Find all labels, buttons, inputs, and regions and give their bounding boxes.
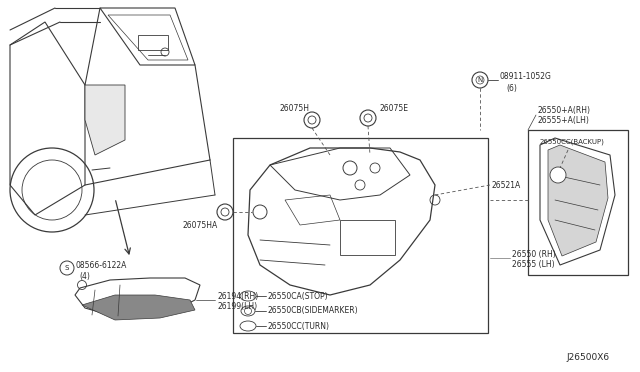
- Bar: [528, 130, 628, 275]
- Text: 26555+A(LH): 26555+A(LH): [538, 115, 590, 125]
- Text: 26550+A(RH): 26550+A(RH): [538, 106, 591, 115]
- Polygon shape: [85, 85, 125, 155]
- Text: 26075H: 26075H: [280, 103, 310, 112]
- Text: (6): (6): [506, 83, 517, 93]
- Bar: [340, 220, 395, 255]
- Text: 26555 (LH): 26555 (LH): [512, 260, 555, 269]
- Bar: [233, 138, 488, 333]
- Text: N: N: [477, 77, 483, 83]
- Text: 26199(LH): 26199(LH): [217, 301, 257, 311]
- Text: 08566-6122A: 08566-6122A: [76, 262, 127, 270]
- Circle shape: [550, 167, 566, 183]
- Polygon shape: [548, 145, 608, 256]
- Text: S: S: [65, 265, 69, 271]
- Text: (4): (4): [79, 273, 90, 282]
- Polygon shape: [82, 295, 195, 320]
- Text: 26550CA(STOP): 26550CA(STOP): [268, 292, 328, 301]
- Text: 26550CC(TURN): 26550CC(TURN): [268, 321, 330, 330]
- Text: 08911-1052G: 08911-1052G: [500, 71, 552, 80]
- Text: 26194(RH): 26194(RH): [217, 292, 259, 301]
- Text: 26550CB(SIDEMARKER): 26550CB(SIDEMARKER): [268, 307, 358, 315]
- Text: J26500X6: J26500X6: [567, 353, 610, 362]
- Text: 26075HA: 26075HA: [182, 221, 218, 230]
- Text: 26521A: 26521A: [491, 180, 520, 189]
- Text: 26550 (RH): 26550 (RH): [512, 250, 556, 259]
- Text: 26550CC(BACKUP): 26550CC(BACKUP): [540, 139, 605, 145]
- Text: 26075E: 26075E: [380, 103, 409, 112]
- Bar: [138, 35, 168, 50]
